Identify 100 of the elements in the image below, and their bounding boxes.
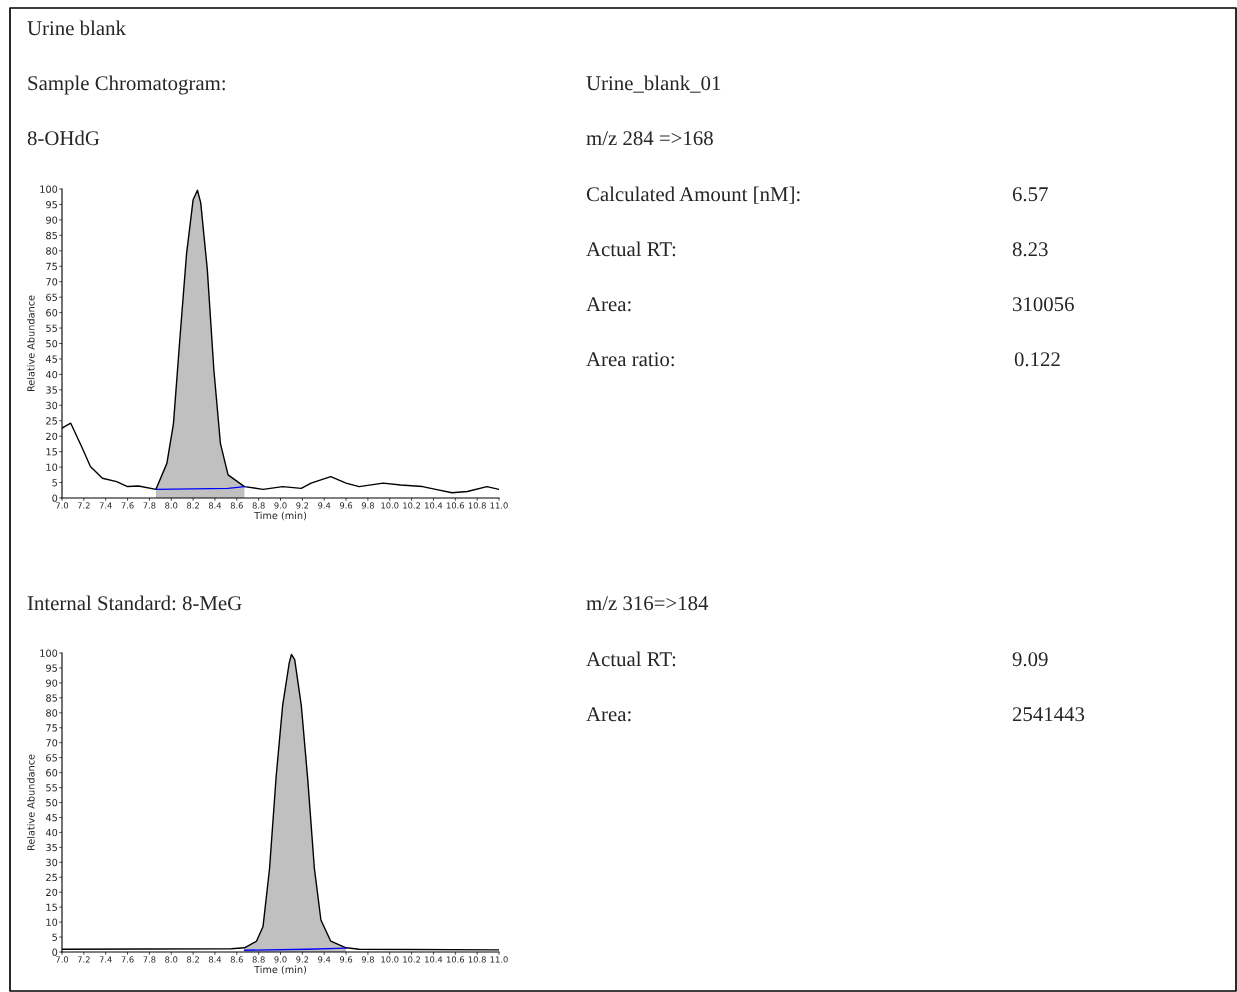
y-tick-label: 40 bbox=[45, 370, 58, 379]
x-tick-label: 8.2 bbox=[187, 956, 199, 963]
x-tick-label: 7.6 bbox=[121, 502, 134, 509]
y-tick-label: 10 bbox=[46, 463, 58, 471]
y-tick-label: 0 bbox=[52, 948, 58, 956]
y-tick-label: 75 bbox=[46, 724, 57, 732]
y-tick-label: 30 bbox=[46, 858, 58, 867]
text: 9.09 bbox=[1012, 652, 1048, 667]
text: m/z 284 =>168 bbox=[586, 131, 713, 146]
text: Urine_blank_01 bbox=[586, 75, 721, 93]
y-tick-label: 40 bbox=[45, 828, 58, 837]
x-tick-label: 7.8 bbox=[143, 502, 156, 509]
x-tick-label: 7.8 bbox=[143, 956, 156, 963]
x-tick-label: 8.4 bbox=[208, 502, 222, 509]
y-tick-label: 80 bbox=[46, 247, 58, 255]
y-tick-label: 25 bbox=[46, 417, 57, 425]
x-tick-label: 10.0 bbox=[381, 956, 399, 963]
text: Area: bbox=[586, 707, 631, 722]
text: 8.23 bbox=[1012, 242, 1048, 257]
x-tick-label: 8.8 bbox=[252, 502, 265, 509]
y-tick-label: 100 bbox=[40, 185, 58, 193]
x-tick-label: 10.2 bbox=[403, 502, 421, 509]
x-tick-label: 8.0 bbox=[165, 956, 178, 963]
y-axis-title: Relative Abundance bbox=[27, 754, 35, 851]
y-tick-label: 90 bbox=[46, 216, 58, 224]
x-tick-label: 9.8 bbox=[361, 956, 374, 963]
x-tick-label: 9.8 bbox=[361, 502, 374, 509]
line-series bbox=[62, 189, 499, 494]
y-tick-label: 5 bbox=[52, 479, 57, 487]
x-tick-label: 9.0 bbox=[274, 956, 287, 963]
y-tick-label: 50 bbox=[46, 339, 58, 348]
x-axis-title: Time (min) bbox=[254, 965, 307, 975]
y-tick-label: 85 bbox=[46, 694, 57, 702]
y-tick-label: 50 bbox=[46, 798, 58, 807]
y-tick-label: 20 bbox=[46, 888, 58, 897]
x-tick-label: 11.0 bbox=[490, 502, 508, 509]
text: Sample Chromatogram: bbox=[28, 75, 225, 95]
text: Urine blank bbox=[27, 20, 126, 36]
y-tick-label: 15 bbox=[46, 448, 57, 456]
text: 310056 bbox=[1013, 297, 1074, 312]
y-tick-label: 95 bbox=[46, 664, 57, 672]
x-axis-title: Time (min) bbox=[254, 511, 307, 521]
x-tick-label: 10.6 bbox=[446, 502, 465, 509]
x-tick-label: 7.2 bbox=[77, 502, 90, 509]
x-tick-label: 8.4 bbox=[208, 956, 222, 963]
y-tick-label: 65 bbox=[46, 754, 57, 762]
x-tick-label: 8.8 bbox=[252, 956, 265, 963]
y-tick-label: 55 bbox=[46, 784, 57, 792]
y-tick-label: 65 bbox=[46, 293, 57, 301]
x-tick-label: 7.4 bbox=[99, 502, 112, 509]
x-tick-label: 11.0 bbox=[490, 956, 508, 963]
x-tick-label: 9.6 bbox=[339, 956, 353, 963]
y-tick-label: 70 bbox=[46, 278, 58, 286]
x-tick-label: 8.6 bbox=[230, 502, 243, 509]
y-tick-label: 90 bbox=[46, 679, 58, 687]
y-tick-label: 45 bbox=[45, 814, 57, 822]
x-tick-label: 10.2 bbox=[403, 956, 421, 963]
y-tick-label: 25 bbox=[46, 873, 57, 882]
x-tick-label: 7.0 bbox=[56, 956, 69, 963]
x-tick-label: 7.2 bbox=[77, 956, 90, 963]
y-tick-label: 85 bbox=[46, 231, 57, 240]
y-tick-label: 55 bbox=[46, 324, 57, 332]
chart-title: 8-OHdG bbox=[27, 130, 100, 146]
y-tick-label: 80 bbox=[46, 709, 58, 717]
text: Calculated Amount [nM]: bbox=[586, 186, 800, 204]
chart-title: Internal Standard: 8-MeG bbox=[27, 595, 242, 611]
text: 6.57 bbox=[1012, 187, 1048, 202]
y-tick-label: 15 bbox=[46, 903, 57, 911]
text: m/z 316=>184 bbox=[586, 596, 709, 611]
text: Area ratio: bbox=[586, 352, 674, 367]
y-tick-label: 60 bbox=[46, 309, 58, 317]
text: Actual RT: bbox=[586, 241, 676, 257]
y-tick-label: 60 bbox=[46, 769, 58, 777]
text: 0.122 bbox=[1014, 352, 1060, 367]
x-tick-label: 9.2 bbox=[296, 502, 309, 509]
x-tick-label: 9.2 bbox=[296, 956, 309, 963]
x-tick-label: 9.6 bbox=[339, 502, 353, 509]
x-tick-label: 10.8 bbox=[468, 502, 486, 509]
x-tick-label: 9.4 bbox=[318, 502, 331, 509]
x-tick-label: 10.8 bbox=[468, 956, 486, 963]
y-tick-label: 75 bbox=[46, 262, 57, 271]
y-tick-label: 100 bbox=[40, 649, 58, 657]
y-tick-label: 95 bbox=[46, 200, 57, 209]
x-tick-label: 10.6 bbox=[446, 956, 465, 963]
x-tick-label: 10.4 bbox=[425, 502, 443, 509]
text: Actual RT: bbox=[586, 651, 676, 667]
x-tick-label: 7.0 bbox=[56, 502, 69, 509]
y-tick-label: 35 bbox=[46, 386, 57, 394]
x-tick-label: 10.4 bbox=[425, 956, 443, 963]
y-tick-label: 5 bbox=[52, 933, 57, 941]
x-tick-label: 8.6 bbox=[230, 956, 243, 963]
x-tick-label: 7.4 bbox=[99, 956, 112, 963]
x-tick-label: 9.0 bbox=[274, 502, 287, 509]
text: Area: bbox=[586, 297, 631, 312]
y-tick-label: 10 bbox=[46, 918, 58, 926]
x-tick-label: 9.4 bbox=[318, 956, 331, 963]
y-tick-label: 30 bbox=[46, 401, 58, 410]
x-tick-label: 7.6 bbox=[121, 956, 134, 963]
x-tick-label: 8.0 bbox=[165, 502, 178, 509]
y-tick-label: 0 bbox=[52, 494, 58, 502]
